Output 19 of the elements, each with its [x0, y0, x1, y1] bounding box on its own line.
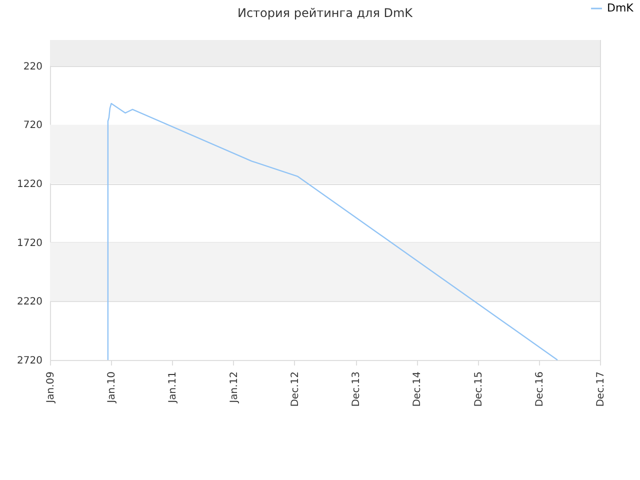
x-tick-label: Dec.13 — [351, 372, 362, 407]
y-tick-label: 220 — [23, 61, 42, 72]
legend-label: DmK — [607, 2, 634, 14]
x-tick-label: Dec.12 — [290, 372, 301, 407]
y-tick-label: 720 — [23, 120, 42, 132]
y-tick-label: 1220 — [17, 179, 42, 190]
x-tick-label: Dec.15 — [473, 372, 484, 407]
x-tick-label: Dec.14 — [412, 372, 424, 407]
x-tick-label: Jan.12 — [228, 372, 240, 404]
y-tick-label: 2720 — [17, 356, 42, 366]
chart-title: История рейтинга для DmK — [237, 6, 414, 20]
x-tick-label: Dec.17 — [596, 372, 606, 407]
x-tick-label: Jan.09 — [46, 372, 56, 404]
y-tick-label: 2220 — [17, 296, 42, 308]
line-series — [107, 102, 558, 361]
y-tick-label: 1720 — [17, 238, 42, 249]
x-tick-label: Jan.11 — [168, 372, 179, 404]
x-tick-label: Dec.16 — [534, 372, 546, 407]
x-tick-label: Jan.10 — [106, 372, 118, 404]
